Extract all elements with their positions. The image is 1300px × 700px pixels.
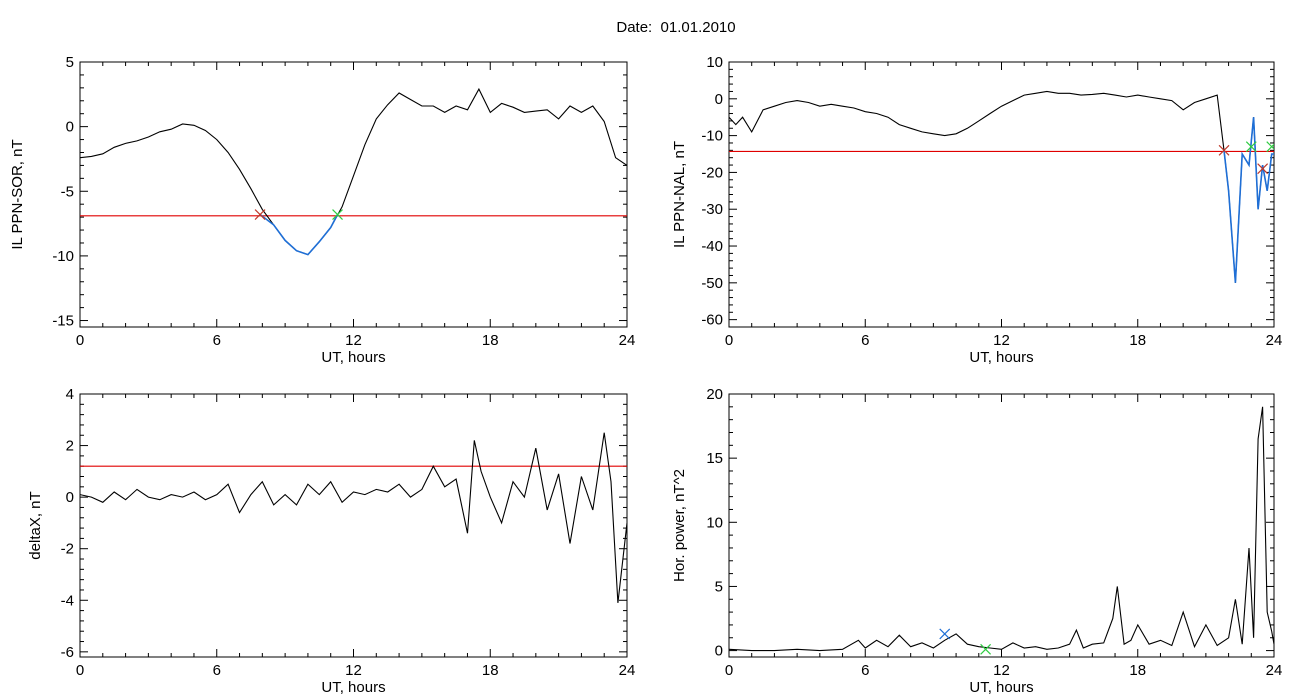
- x-tick-label: 0: [725, 662, 733, 679]
- plot-frame: [79, 393, 628, 658]
- marker-stroke: [1245, 141, 1257, 153]
- x-tick-label: 6: [861, 662, 869, 679]
- y-tick-label: 0: [715, 91, 723, 108]
- marker-stroke: [1266, 143, 1274, 153]
- x-tick-label: 0: [76, 662, 84, 679]
- event-marker: [1266, 141, 1274, 153]
- y-tick-label: -5: [61, 183, 74, 200]
- x-tick-label: 24: [1266, 332, 1283, 349]
- x-axis-label: UT, hours: [969, 349, 1033, 366]
- x-axis-label: UT, hours: [321, 349, 385, 366]
- y-tick-label: 5: [715, 578, 723, 595]
- x-tick-label: 6: [213, 662, 221, 679]
- plot-area: [729, 90, 1274, 283]
- x-tick-label: 24: [619, 662, 636, 679]
- plot-area: [729, 406, 1274, 655]
- data-series-line: [80, 87, 627, 256]
- y-tick-label: 10: [706, 54, 723, 71]
- event-series-line: [1223, 117, 1274, 283]
- event-marker: [939, 628, 951, 640]
- plot-frame: [728, 61, 1275, 328]
- chart-panel-sor: 0 6 12 18 24 5 0 -5 -10 -15 UT, hours IL PPN-SOR, n…: [9, 54, 635, 366]
- y-tick-label: -30: [701, 201, 723, 218]
- x-tick-label: 24: [1266, 662, 1283, 679]
- y-tick-label: 0: [66, 489, 74, 506]
- x-axis-label: UT, hours: [321, 679, 385, 696]
- x-tick-label: 18: [1129, 332, 1146, 349]
- y-tick-label: -10: [701, 128, 723, 145]
- x-axis-label: UT, hours: [969, 679, 1033, 696]
- y-tick-label: -6: [61, 644, 74, 661]
- plot-frame: [728, 393, 1275, 658]
- x-tick-label: 24: [619, 332, 636, 349]
- marker-stroke: [939, 628, 951, 640]
- event-marker: [1245, 141, 1257, 153]
- x-tick-label: 18: [482, 662, 499, 679]
- chart-panel-deltax: 0 6 12 18 24 4 2 0 -2 -4 -6 UT, hours deltaX, nT: [27, 386, 635, 696]
- event-marker: [1257, 163, 1269, 175]
- event-marker: [332, 209, 343, 220]
- chart-panel-power: 0 6 12 18 24 20 15 10 5 0 UT, hours Hor. power, nT^…: [671, 386, 1282, 696]
- x-tick-label: 12: [345, 662, 362, 679]
- y-tick-label: -4: [61, 592, 74, 609]
- data-series-line: [729, 90, 1274, 283]
- event-marker: [1218, 144, 1230, 156]
- page-title: Date: 01.01.2010: [616, 19, 736, 36]
- marker-stroke: [254, 209, 266, 220]
- x-tick-label: 12: [345, 332, 362, 349]
- event-marker: [254, 209, 266, 220]
- y-axis-label: IL PPN-NAL, nT: [671, 141, 688, 248]
- y-tick-label: 5: [66, 54, 74, 71]
- y-tick-label: -20: [701, 164, 723, 181]
- x-tick-label: 12: [993, 662, 1010, 679]
- marker-stroke: [980, 643, 992, 655]
- y-tick-label: 0: [66, 119, 74, 136]
- marker-stroke: [1218, 144, 1230, 156]
- y-axis-label: Hor. power, nT^2: [671, 469, 688, 582]
- y-tick-label: -40: [701, 238, 723, 255]
- x-tick-label: 0: [725, 332, 733, 349]
- y-tick-label: -2: [61, 541, 74, 558]
- x-tick-label: 6: [861, 332, 869, 349]
- x-tick-label: 6: [213, 332, 221, 349]
- y-tick-label: -15: [52, 313, 74, 330]
- event-marker: [980, 643, 992, 655]
- y-tick-label: 10: [706, 514, 723, 531]
- y-tick-label: -10: [52, 248, 74, 265]
- y-axis-label: IL PPN-SOR, nT: [9, 139, 26, 249]
- x-tick-label: 12: [993, 332, 1010, 349]
- data-series-line: [80, 432, 627, 603]
- plot-area: [80, 432, 627, 603]
- y-tick-label: 0: [715, 643, 723, 660]
- y-tick-label: 2: [66, 438, 74, 455]
- plot-frame: [79, 61, 628, 328]
- x-tick-label: 18: [482, 332, 499, 349]
- marker-stroke: [1257, 163, 1269, 175]
- event-series-line: [259, 213, 339, 256]
- y-tick-label: -50: [701, 275, 723, 292]
- plot-area: [80, 87, 627, 256]
- y-tick-label: 4: [66, 386, 74, 403]
- marker-stroke: [332, 209, 343, 220]
- y-tick-label: -60: [701, 312, 723, 329]
- y-tick-label: 20: [706, 386, 723, 403]
- x-tick-label: 0: [76, 332, 84, 349]
- y-axis-label: deltaX, nT: [27, 491, 44, 559]
- x-tick-label: 18: [1129, 662, 1146, 679]
- y-tick-label: 15: [706, 450, 723, 467]
- data-series-line: [729, 406, 1274, 652]
- chart-panel-nal: 0 6 12 18 24 10 0 -10 -20 -30 -40 -50 -60 UT, hours IL…: [671, 54, 1282, 366]
